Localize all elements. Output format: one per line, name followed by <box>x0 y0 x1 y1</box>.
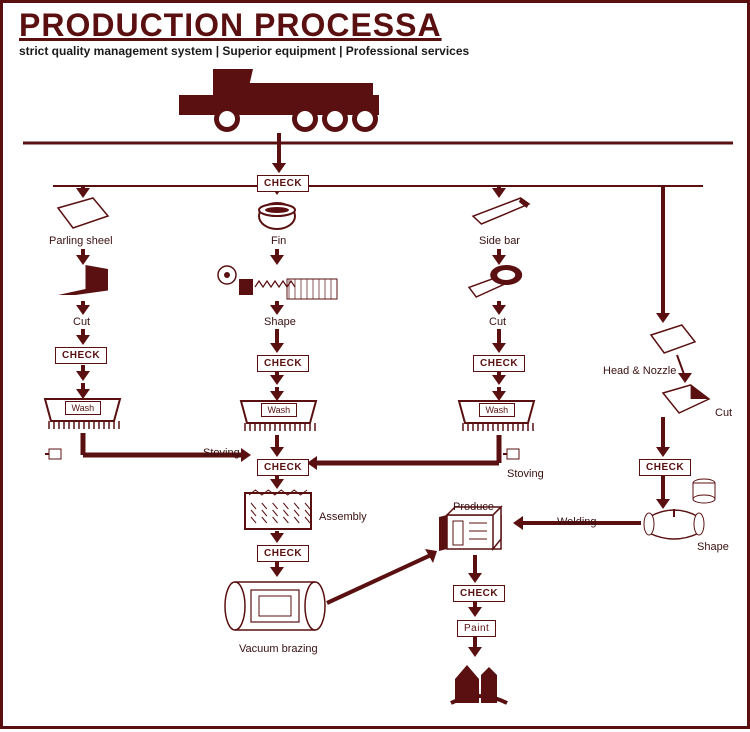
label-welding: Welding <box>557 516 597 528</box>
label-stoving: Stoving <box>203 447 240 459</box>
flowchart-canvas <box>3 3 750 732</box>
flowchart-overlay: CHECK Parling sheel Cut CHECK Wash Fin Shape CH… <box>3 3 750 732</box>
check-box: CHECK <box>453 585 505 602</box>
check-box: CHECK <box>639 459 691 476</box>
wash-box: Wash <box>65 401 102 415</box>
label-cut: Cut <box>489 316 506 328</box>
wash-box: Wash <box>261 403 298 417</box>
check-box: CHECK <box>257 459 309 476</box>
label-cut: Cut <box>73 316 90 328</box>
paint-box: Paint <box>457 620 496 637</box>
label-head_nozzle: Head & Nozzle <box>603 365 676 377</box>
page-subtitle: strict quality management system | Super… <box>3 44 747 58</box>
label-parling_sheel: Parling sheel <box>49 235 113 247</box>
label-stoving: Stoving <box>507 468 544 480</box>
label-cut: Cut <box>715 407 732 419</box>
label-assembly: Assembly <box>319 511 367 523</box>
label-side_bar: Side bar <box>479 235 520 247</box>
check-box: CHECK <box>473 355 525 372</box>
check-box: CHECK <box>257 355 309 372</box>
label-vacuum_brazing: Vacuum brazing <box>239 643 318 655</box>
label-shape: Shape <box>697 541 729 553</box>
page-title: PRODUCTION PROCESSA <box>3 3 747 44</box>
label-produce: Produce <box>453 501 494 513</box>
check-box: CHECK <box>55 347 107 364</box>
check-box: CHECK <box>257 175 309 192</box>
wash-box: Wash <box>479 403 516 417</box>
label-shape: Shape <box>264 316 296 328</box>
label-fin: Fin <box>271 235 286 247</box>
check-box: CHECK <box>257 545 309 562</box>
